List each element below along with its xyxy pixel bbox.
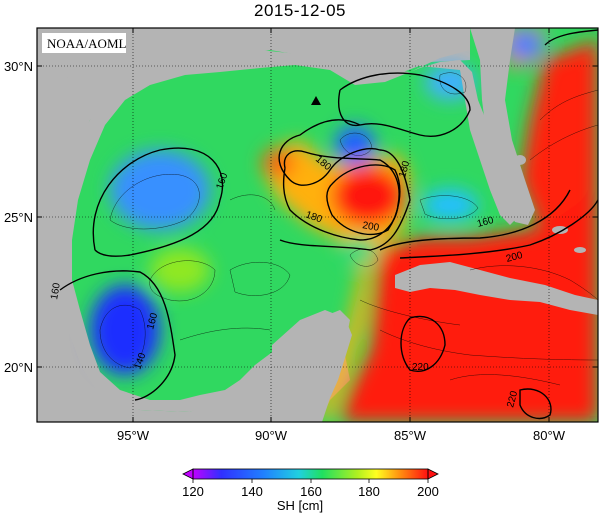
contour-label: 160 (49, 282, 63, 301)
plot-frame (36, 27, 599, 423)
contour-label: 220 (505, 389, 520, 408)
axis-ticks (37, 28, 598, 422)
credit-label: NOAA/AOML (47, 36, 127, 51)
graticule (37, 28, 598, 422)
colorbar-tick: 120 (182, 484, 204, 499)
colorbar-tick: 200 (417, 484, 439, 499)
colorbar-tick: 180 (358, 484, 380, 499)
map-title: 2015-12-05 (254, 1, 346, 20)
colorbar-min-arrow-icon (182, 468, 194, 480)
colorbar-gradient (193, 469, 428, 479)
minor-contours (99, 72, 598, 386)
colorbar: 120 140 160 180 200 (182, 468, 439, 499)
lat-label: 25°N (4, 210, 33, 225)
plot-area: 160 160 160 180 180 200 180 160 140 200 … (37, 28, 598, 422)
credit-box: NOAA/AOML (42, 33, 127, 53)
lon-label: 95°W (117, 428, 150, 443)
colorbar-title: SH [cm] (276, 498, 324, 513)
landmasses (37, 28, 598, 422)
lon-label: 80°W (533, 428, 566, 443)
contour-label: 200 (505, 250, 524, 265)
contour-label: 160 (476, 215, 495, 230)
colorbar-tick: 160 (300, 484, 322, 499)
contour-label: 200 (361, 220, 380, 234)
lat-axis-labels: 30°N 25°N 20°N (4, 59, 33, 375)
lon-label: 85°W (394, 428, 427, 443)
contour-label: 160 (145, 311, 160, 330)
lon-label: 90°W (255, 428, 288, 443)
colorbar-max-arrow-icon (427, 468, 439, 480)
triangle-marker-icon (311, 96, 321, 105)
contour-label: 180 (397, 159, 412, 178)
lat-label: 30°N (4, 59, 33, 74)
lon-axis-labels: 95°W 90°W 85°W 80°W (117, 428, 566, 443)
lat-label: 20°N (4, 360, 33, 375)
contour-label: 220 (412, 362, 429, 373)
colorbar-tick: 140 (241, 484, 263, 499)
